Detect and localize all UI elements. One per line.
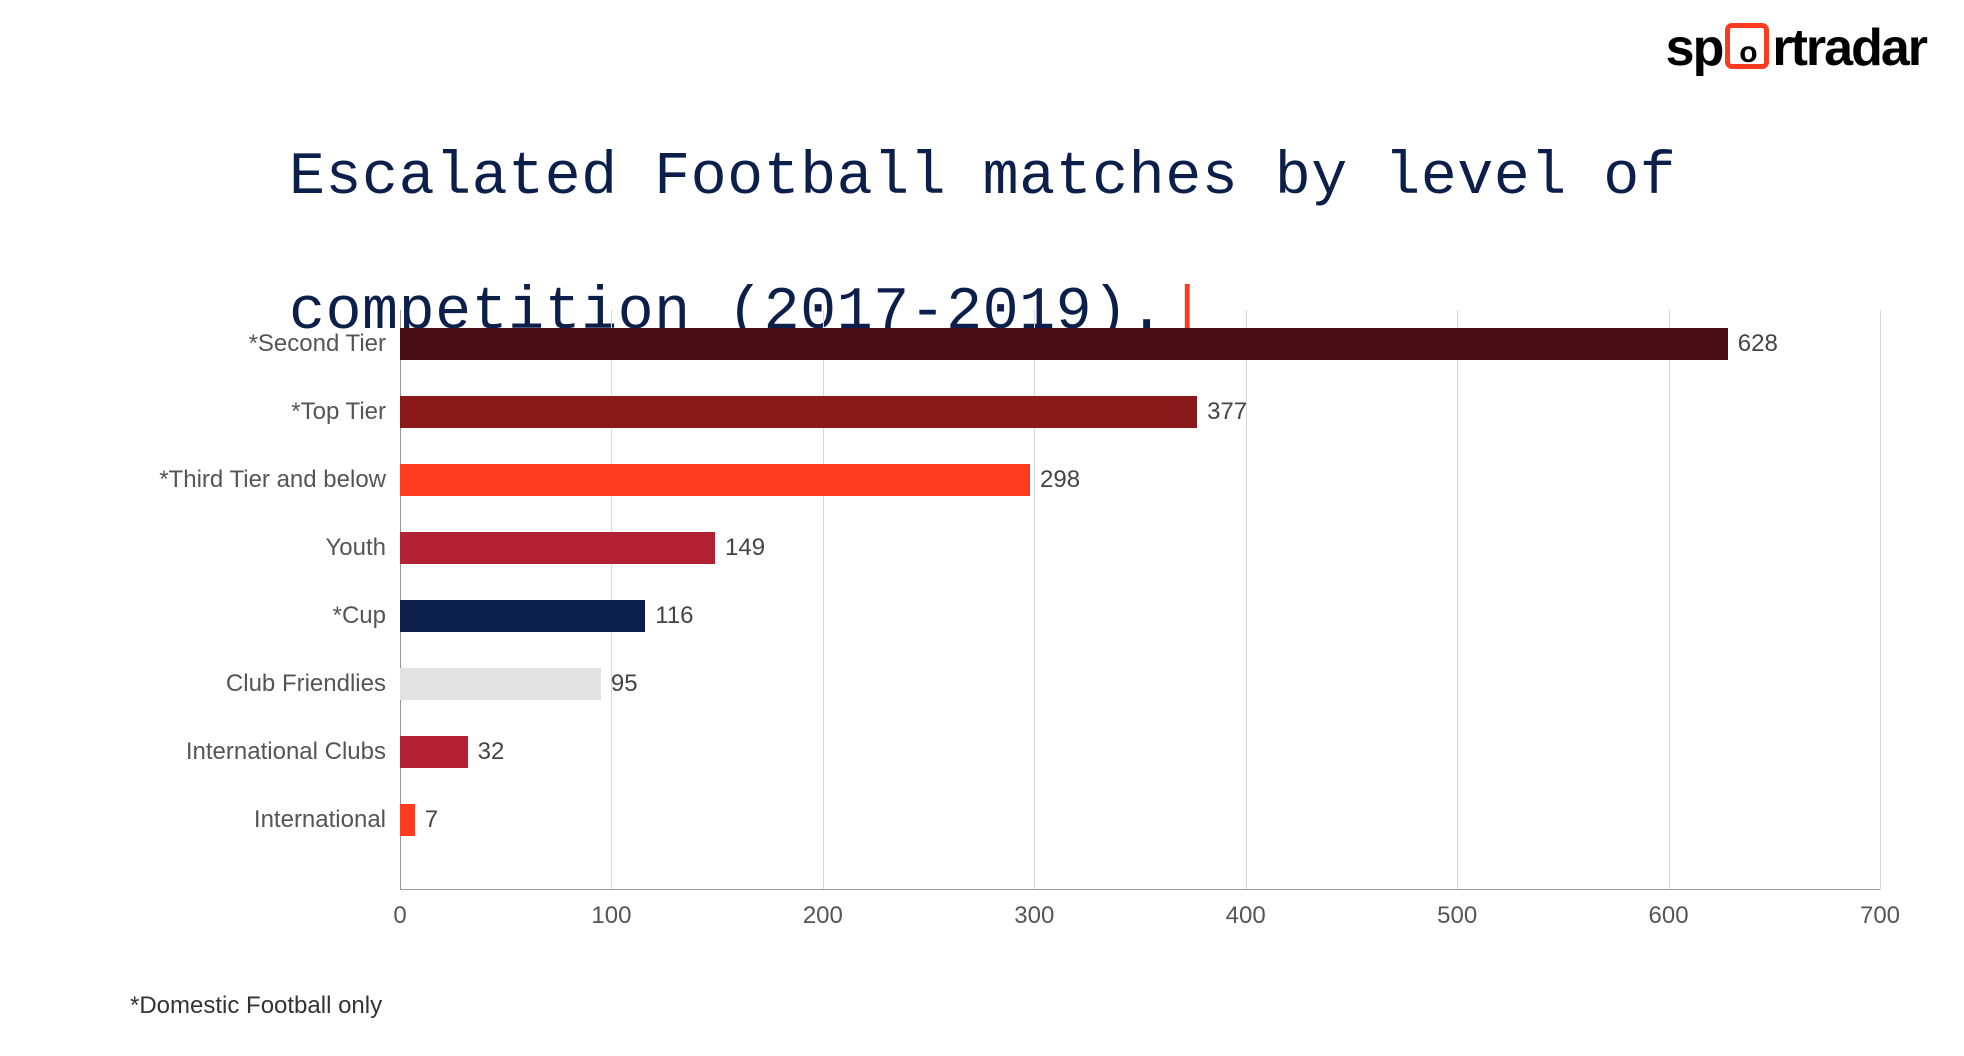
x-tick-label: 200: [803, 902, 843, 930]
bar-row: *Second Tier628: [400, 328, 1880, 360]
chart-gridline: [1880, 310, 1881, 890]
bar-chart: 0100200300400500600700*Second Tier628*To…: [130, 310, 1890, 950]
bar-category-label: Youth: [325, 534, 400, 562]
x-tick-label: 600: [1649, 902, 1689, 930]
chart-plot-area: 0100200300400500600700*Second Tier628*To…: [400, 310, 1880, 890]
bar: 7: [400, 804, 415, 836]
bar: 95: [400, 668, 601, 700]
bar-value-label: 149: [715, 534, 765, 562]
bar-row: Youth149: [400, 532, 1880, 564]
bar-value-label: 116: [645, 602, 693, 630]
bar-value-label: 32: [468, 738, 505, 766]
x-axis-line: [400, 889, 1880, 890]
bar-value-label: 377: [1197, 398, 1247, 426]
bar-row: Club Friendlies95: [400, 668, 1880, 700]
x-tick-label: 100: [591, 902, 631, 930]
bar: 298: [400, 464, 1030, 496]
bar: 628: [400, 328, 1728, 360]
logo-o-frame: o: [1725, 23, 1769, 69]
bar-row: International Clubs32: [400, 736, 1880, 768]
logo-part-1: sp: [1666, 18, 1723, 78]
bar-category-label: Club Friendlies: [226, 670, 400, 698]
bar-row: *Cup116: [400, 600, 1880, 632]
bar: 149: [400, 532, 715, 564]
bar-value-label: 628: [1728, 330, 1778, 358]
bar: 32: [400, 736, 468, 768]
bar-value-label: 298: [1030, 466, 1080, 494]
bar-row: *Third Tier and below298: [400, 464, 1880, 496]
bar: 116: [400, 600, 645, 632]
bar-category-label: *Third Tier and below: [159, 466, 400, 494]
bar-category-label: International: [254, 806, 400, 834]
bar-row: *Top Tier377: [400, 396, 1880, 428]
x-tick-label: 500: [1437, 902, 1477, 930]
brand-logo: sp o rtradar: [1666, 18, 1926, 78]
x-tick-label: 0: [393, 902, 406, 930]
bar-value-label: 95: [601, 670, 638, 698]
bar: 377: [400, 396, 1197, 428]
logo-part-2: rtradar: [1772, 18, 1926, 78]
logo-o-inner: o: [1739, 36, 1755, 69]
bar-row: International7: [400, 804, 1880, 836]
bar-category-label: *Cup: [333, 602, 400, 630]
x-tick-label: 300: [1014, 902, 1054, 930]
x-tick-label: 700: [1860, 902, 1900, 930]
bar-value-label: 7: [415, 806, 438, 834]
x-tick-label: 400: [1226, 902, 1266, 930]
bar-category-label: *Second Tier: [249, 330, 400, 358]
title-line-1: Escalated Football matches by level of: [289, 144, 1676, 212]
bar-category-label: International Clubs: [186, 738, 400, 766]
chart-footnote: *Domestic Football only: [130, 992, 382, 1020]
bar-category-label: *Top Tier: [291, 398, 400, 426]
